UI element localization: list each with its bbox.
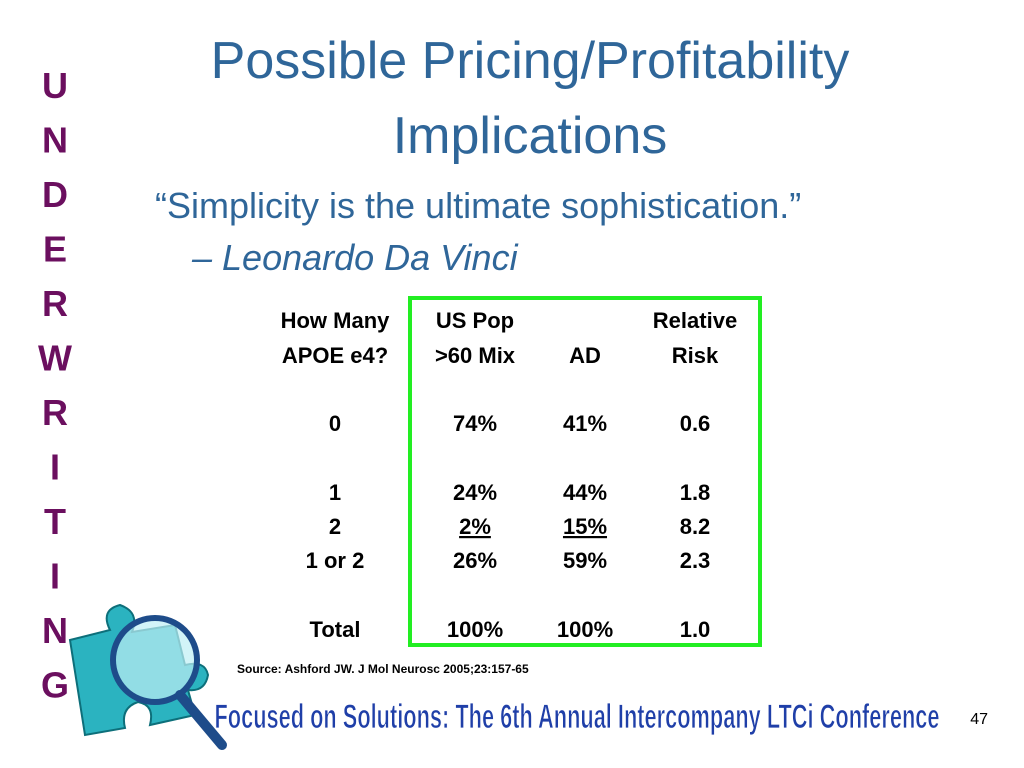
side-letter: D — [42, 174, 68, 215]
table-cell: 100% — [557, 617, 613, 642]
page-number: 47 — [970, 711, 988, 728]
table-cell: 26% — [453, 548, 497, 573]
table-cell: 41% — [563, 411, 607, 436]
side-letter: E — [43, 229, 67, 270]
table-cell: 74% — [453, 411, 497, 436]
header-cell: AD — [569, 343, 601, 368]
header-cell: How Many — [281, 308, 391, 333]
header-cell: US Pop — [436, 308, 514, 333]
table-cell: 1 or 2 — [306, 548, 365, 573]
table-cell: 8.2 — [680, 514, 711, 539]
table-cell: 100% — [447, 617, 503, 642]
side-letter: U — [42, 65, 68, 106]
side-letter: W — [38, 338, 72, 379]
header-cell: APOE e4? — [282, 343, 388, 368]
side-letter: N — [42, 120, 68, 161]
puzzle-icon — [68, 603, 227, 750]
table-cell: 2% — [459, 514, 491, 539]
header-cell: Risk — [672, 343, 719, 368]
title: Possible Pricing/Profitability — [211, 32, 850, 90]
quote: “Simplicity is the ultimate sophisticati… — [155, 185, 801, 226]
table-cell: 2 — [329, 514, 341, 539]
header-cell: Relative — [653, 308, 737, 333]
footer: Focused on Solutions: The 6th Annual Int… — [215, 698, 940, 736]
side-letter: I — [50, 556, 60, 597]
table: How Many US Pop Relative APOE e4? >60 Mix AD R… — [281, 308, 738, 642]
table-cell: 0.6 — [680, 411, 711, 436]
table-cell: 1.0 — [680, 617, 711, 642]
table-cell: 1.8 — [680, 480, 711, 505]
table-cell: 15% — [563, 514, 607, 539]
table-cell: 24% — [453, 480, 497, 505]
table-cell: 2.3 — [680, 548, 711, 573]
side-letter: N — [42, 610, 68, 651]
side-letter: R — [42, 392, 68, 433]
header-cell: >60 Mix — [435, 343, 516, 368]
title: Implications — [393, 107, 668, 165]
highlight-box — [408, 296, 762, 647]
table-cell: Total — [310, 617, 361, 642]
attribution: – Leonardo Da Vinci — [191, 237, 519, 278]
source: Source: Ashford JW. J Mol Neurosc 2005;2… — [237, 662, 529, 676]
side-letter: T — [44, 501, 66, 542]
table-cell: 59% — [563, 548, 607, 573]
table-cell: 1 — [329, 480, 341, 505]
side-letter: I — [50, 447, 60, 488]
side-letter: R — [42, 283, 68, 324]
side-letter: G — [41, 665, 69, 706]
table-cell: 44% — [563, 480, 607, 505]
table-cell: 0 — [329, 411, 341, 436]
